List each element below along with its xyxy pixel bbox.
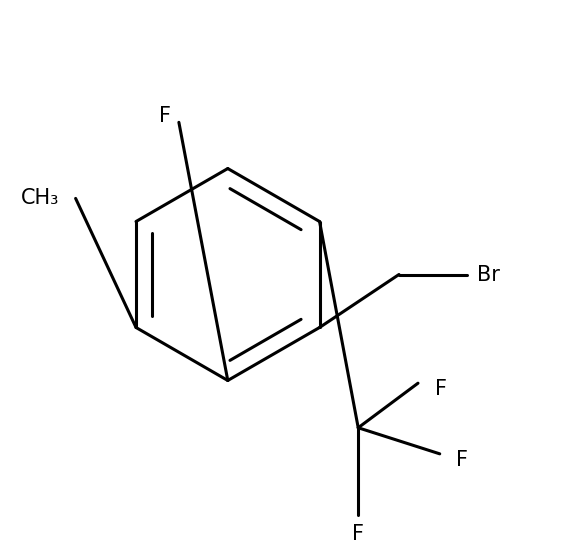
Text: F: F	[159, 106, 171, 126]
Text: F: F	[435, 379, 447, 399]
Text: F: F	[456, 450, 468, 470]
Text: Br: Br	[476, 264, 499, 284]
Text: F: F	[352, 524, 364, 544]
Text: CH₃: CH₃	[21, 188, 59, 209]
